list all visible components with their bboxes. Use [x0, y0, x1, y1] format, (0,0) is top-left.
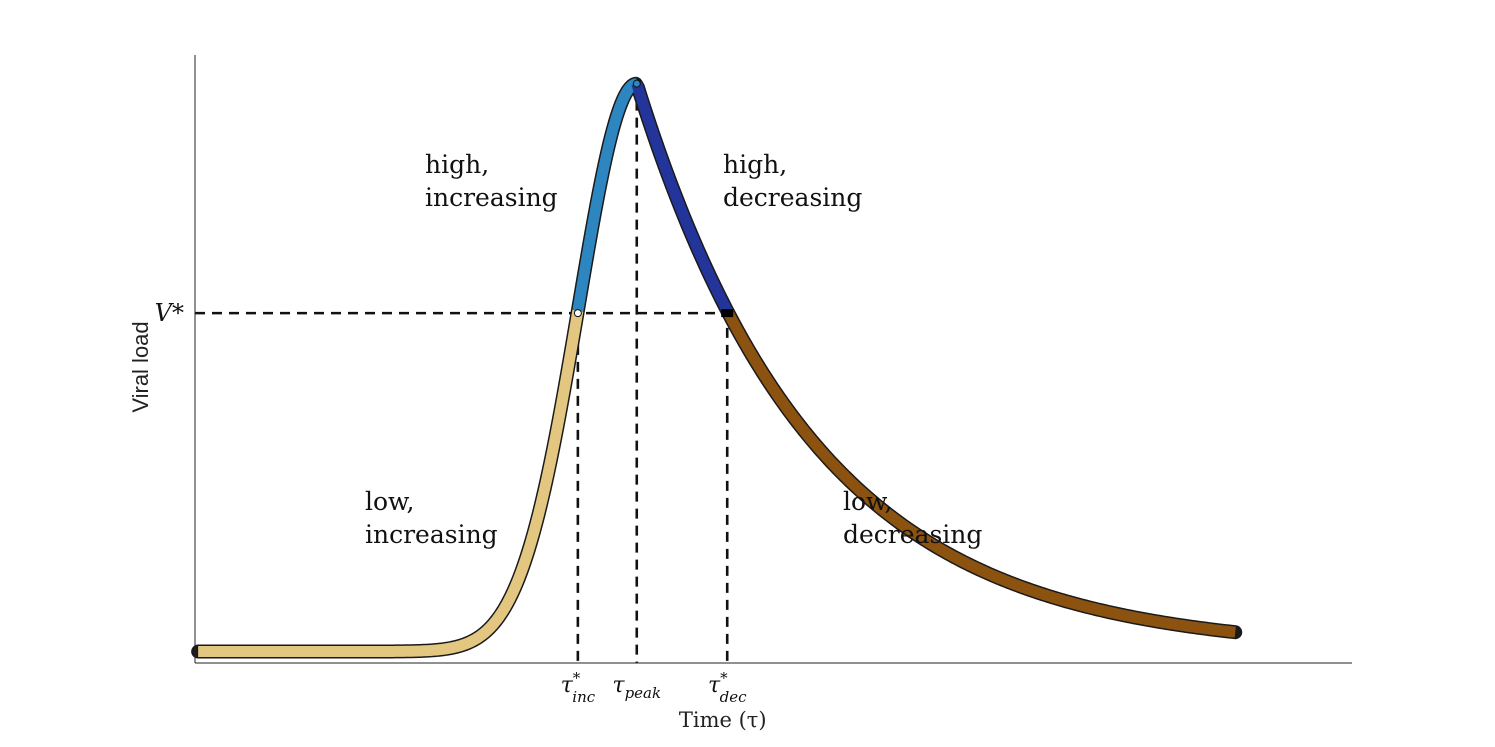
curve-segment-low-increasing — [194, 306, 584, 658]
tick-label-inc: τ* inc — [561, 669, 596, 706]
annotation-high-decreasing: high, decreasing — [723, 150, 862, 212]
annotation-low-increasing: low, increasing — [365, 487, 498, 549]
viral-load-curve — [191, 76, 1243, 659]
annotation-low-decreasing: low, decreasing — [843, 487, 982, 549]
x-tick-labels: τ* inc τpeak τ* dec — [561, 669, 747, 706]
tick-label-dec: τ* dec — [708, 669, 747, 706]
inc-threshold-marker — [573, 309, 582, 318]
dec-threshold-marker — [721, 309, 734, 318]
reference-lines — [195, 83, 729, 663]
curve-segment-high-increasing — [572, 78, 642, 312]
tick-label-peak: τpeak — [612, 673, 661, 702]
segment-annotations: low, increasing high, increasing high, decrea… — [365, 150, 982, 549]
annotation-high-increasing: high, increasing — [425, 150, 558, 212]
x-axis-label: Time (τ) — [679, 708, 767, 732]
curve-segment-high-decreasing — [631, 81, 733, 317]
curve-segment-low-decreasing — [722, 308, 1239, 638]
threshold-label: V* — [155, 299, 184, 327]
curve-outline — [191, 76, 1243, 659]
y-axis-label: Viral load — [128, 321, 153, 412]
peak-marker — [632, 79, 641, 88]
curve-markers — [573, 79, 734, 318]
